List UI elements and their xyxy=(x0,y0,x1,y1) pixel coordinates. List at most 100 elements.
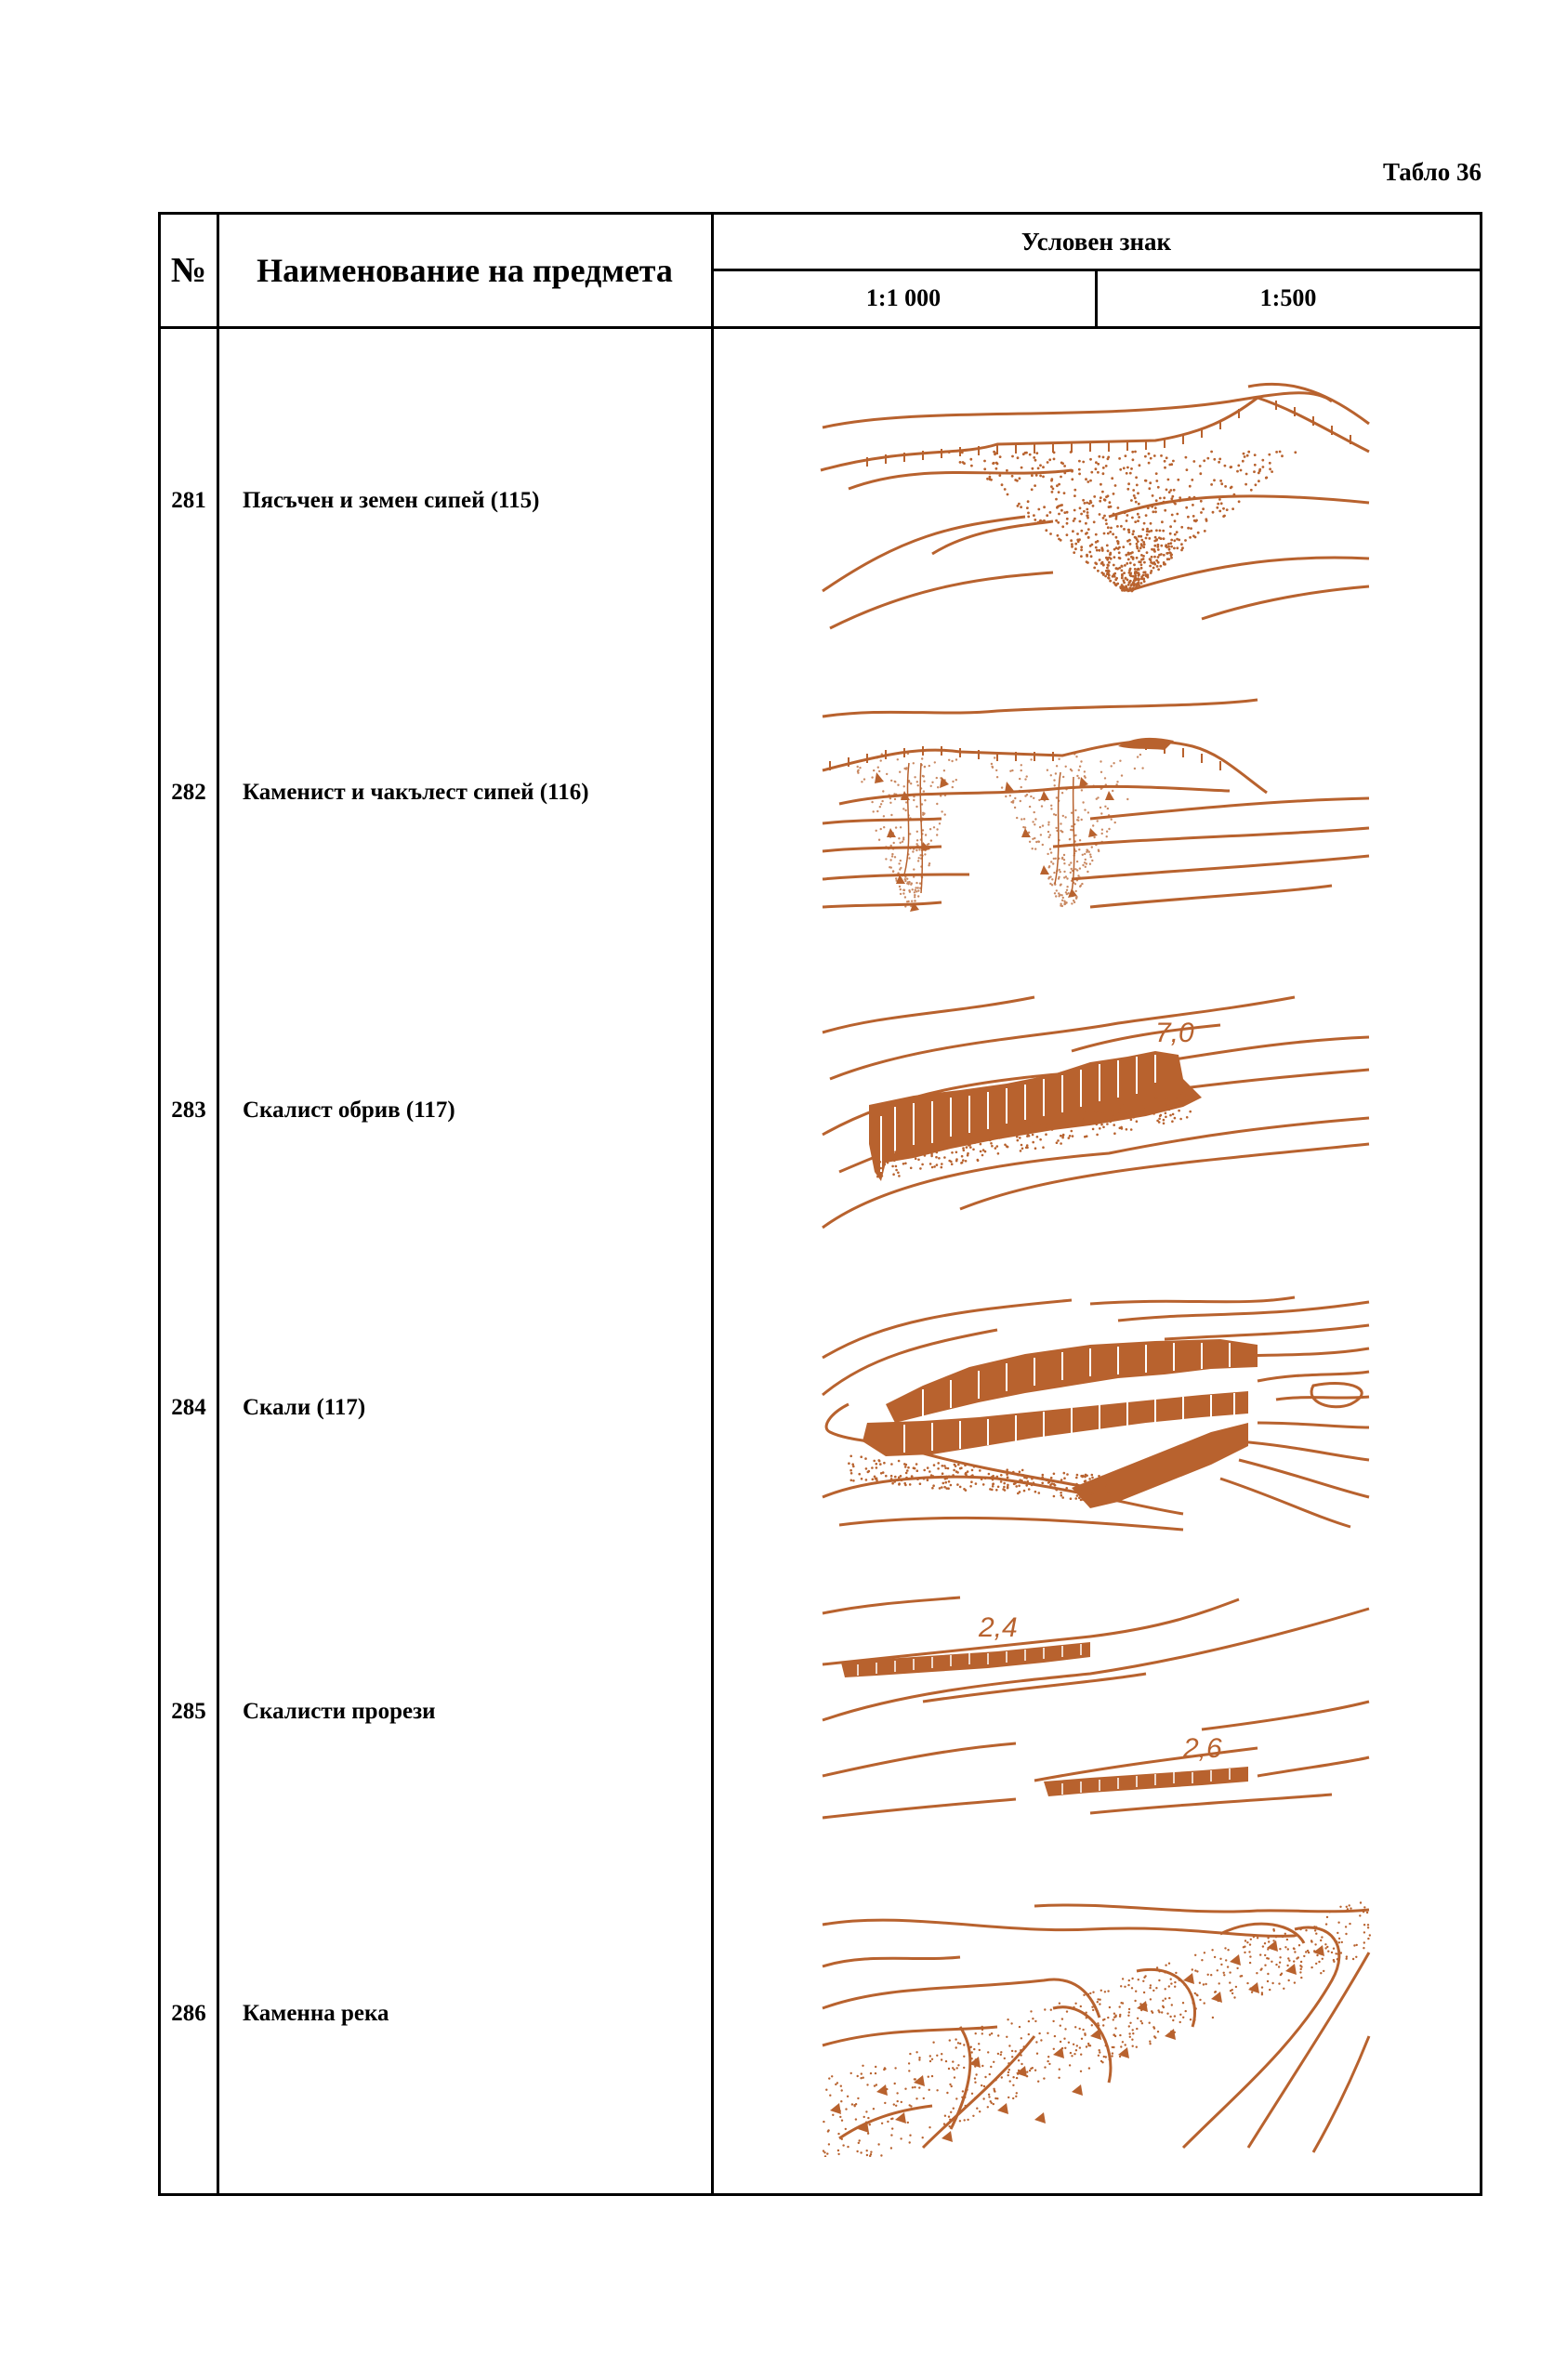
stipple-dot xyxy=(1130,589,1134,593)
stipple-dot xyxy=(901,796,903,800)
stipple-dot xyxy=(1143,1111,1146,1115)
stipple-dot xyxy=(1194,2007,1197,2010)
stipple-dot xyxy=(1007,1483,1009,1487)
stipple-dot xyxy=(949,2118,952,2121)
stipple-dot xyxy=(992,1482,994,1485)
stipple-dot xyxy=(942,2123,946,2125)
stipple-dot xyxy=(1116,506,1120,509)
stipple-dot xyxy=(1071,1490,1073,1492)
stipple-dot xyxy=(1092,784,1095,787)
stipple-dot xyxy=(1184,455,1188,459)
stipple-dot xyxy=(1167,491,1171,493)
stipple-dot xyxy=(1278,1961,1282,1964)
stipple-dot xyxy=(1021,1147,1024,1151)
stipple-dot xyxy=(1153,506,1157,510)
stipple-dot xyxy=(1100,828,1104,831)
sign-column-header: Условен знак xyxy=(1021,227,1172,256)
stipple-dot xyxy=(1368,1934,1371,1937)
stipple-dot xyxy=(871,1478,875,1481)
stipple-dot xyxy=(1073,494,1076,497)
stipple-dot xyxy=(1046,769,1049,771)
stipple-dot xyxy=(848,1462,850,1465)
stipple-dot xyxy=(840,2100,843,2103)
stipple-dot xyxy=(1126,1111,1129,1114)
stipple-dot xyxy=(1015,2095,1018,2097)
stipple-dot xyxy=(919,882,923,885)
stipple-dot xyxy=(1031,467,1034,470)
stipple-dot xyxy=(1079,2070,1083,2072)
stipple-dot xyxy=(1139,546,1142,550)
stipple-dot xyxy=(1075,879,1079,882)
stipple-dot xyxy=(1126,466,1129,469)
stipple-dot xyxy=(876,809,879,813)
stipple-dot xyxy=(1086,516,1089,519)
stipple-dot xyxy=(1363,1947,1365,1950)
stipple-dot xyxy=(1137,519,1139,522)
stipple-dot xyxy=(1113,583,1117,586)
stipple-dot xyxy=(1050,491,1054,493)
stipple-dot xyxy=(1162,529,1166,533)
stipple-dot xyxy=(857,2097,860,2100)
stipple-dot xyxy=(899,888,902,891)
stipple-dot xyxy=(1195,519,1198,522)
stipple-dot xyxy=(1059,1117,1061,1120)
stipple-dot xyxy=(1167,542,1170,546)
stipple-dot xyxy=(1107,1492,1111,1494)
stipple-dot xyxy=(1064,2046,1067,2049)
stipple-dot xyxy=(994,1147,997,1150)
stipple-dot xyxy=(1065,1113,1069,1117)
stipple-dot xyxy=(899,826,902,829)
stipple-dot xyxy=(955,2046,957,2049)
stipple-dot xyxy=(995,769,998,772)
stipple-dot xyxy=(1077,769,1080,771)
stipple-dot xyxy=(1059,2024,1061,2027)
stipple-dot xyxy=(1245,454,1249,457)
stipple-dot xyxy=(943,2114,947,2117)
stipple-dot xyxy=(902,785,905,788)
stipple-dot xyxy=(915,1146,919,1149)
stipple-dot xyxy=(1137,1979,1139,1981)
stipple-dot xyxy=(918,2057,921,2059)
stipple-dot xyxy=(947,2115,951,2118)
stipple-dot xyxy=(836,2082,839,2084)
stipple-dot xyxy=(1126,539,1129,543)
stipple-dot xyxy=(1096,540,1100,543)
stipple-dot xyxy=(991,1144,994,1148)
stipple-dot xyxy=(1148,558,1152,560)
stipple-dot xyxy=(1160,544,1164,547)
stipple-dot xyxy=(1113,2033,1115,2036)
stipple-dot xyxy=(1065,521,1069,525)
stipple-dot xyxy=(1154,510,1157,514)
stipple-dot xyxy=(912,762,915,765)
stipple-dot xyxy=(958,1466,962,1470)
stipple-dot xyxy=(1061,814,1064,818)
stipple-dot xyxy=(1155,1966,1159,1969)
stipple-dot xyxy=(1172,1101,1175,1105)
stipple-dot xyxy=(906,877,909,880)
stipple-dot xyxy=(1037,507,1041,511)
stipple-dot xyxy=(1310,1966,1313,1969)
stipple-dot xyxy=(921,829,925,832)
stipple-dot xyxy=(908,2104,911,2107)
stipple-dot xyxy=(1049,2008,1052,2011)
stipple-dot xyxy=(1074,2049,1078,2052)
stipple-dot xyxy=(1153,2035,1156,2038)
stipple-dot xyxy=(1068,863,1071,866)
stipple-dot xyxy=(1191,479,1194,481)
stipple-dot xyxy=(965,1146,968,1149)
stipple-dot xyxy=(979,1142,982,1146)
stipple-dot xyxy=(1007,2018,1009,2021)
stipple-dot xyxy=(870,2150,873,2153)
stipple-dot xyxy=(1126,797,1129,801)
stipple-dot xyxy=(1211,2016,1215,2019)
stipple-dot xyxy=(878,769,881,773)
stipple-dot xyxy=(1161,520,1164,524)
stipple-dot xyxy=(1047,830,1050,834)
stipple-dot xyxy=(1081,882,1084,886)
stipple-dot xyxy=(1086,501,1088,505)
stipple-dot xyxy=(929,793,932,796)
stipple-dot xyxy=(1034,818,1037,821)
stipple-dot xyxy=(1055,1141,1059,1144)
stipple-dot xyxy=(864,1457,867,1460)
stipple-dot xyxy=(873,2084,876,2087)
